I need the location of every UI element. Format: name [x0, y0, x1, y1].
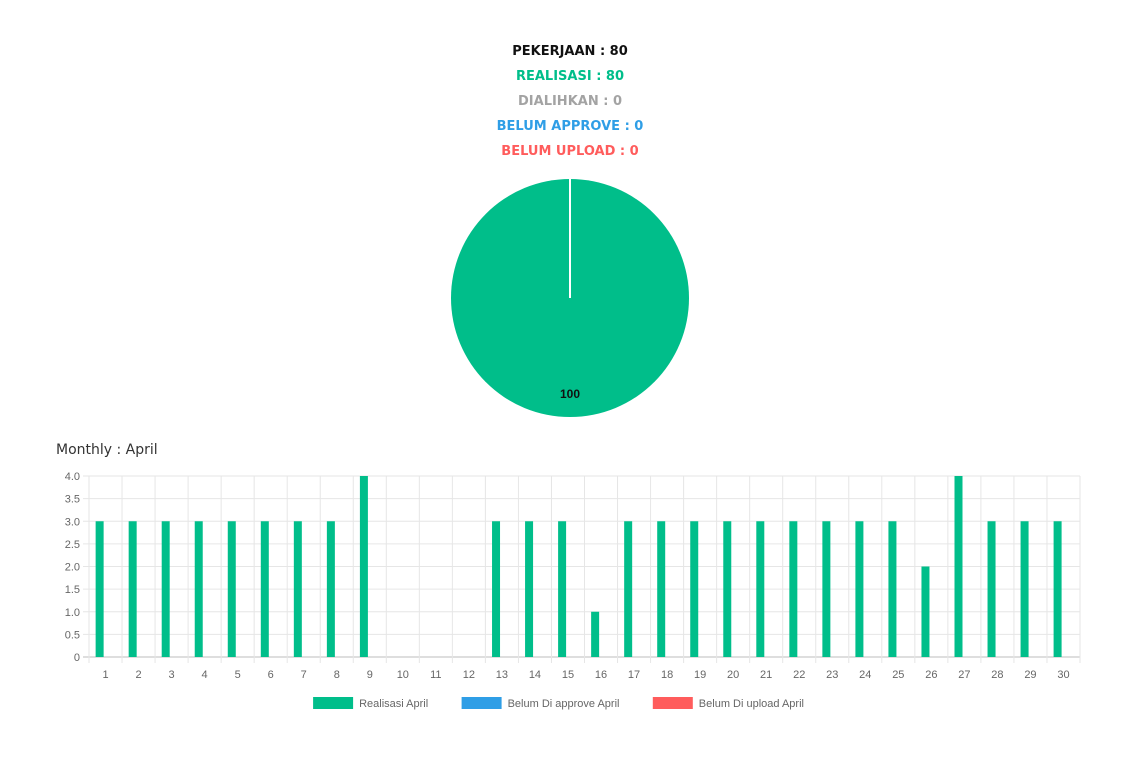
- bar-realisasi-april-23[interactable]: [822, 521, 831, 657]
- pie-chart: 100: [451, 179, 689, 417]
- bar-realisasi-april-3[interactable]: [161, 521, 170, 657]
- x-tick-label: 12: [463, 669, 475, 681]
- x-tick-label: 16: [595, 669, 607, 681]
- bar-realisasi-april-29[interactable]: [1020, 521, 1029, 657]
- y-tick-label: 3.0: [65, 516, 80, 528]
- bar-realisasi-april-21[interactable]: [756, 521, 765, 657]
- legend-label: Belum Di upload April: [699, 698, 804, 710]
- realisasi-count: REALISASI : 80: [515, 69, 625, 84]
- y-tick-label: 2.5: [65, 539, 80, 551]
- y-tick-label: 3.5: [65, 494, 80, 506]
- x-tick-label: 4: [202, 669, 208, 681]
- y-tick-label: 1.0: [65, 607, 80, 619]
- x-tick-label: 1: [102, 669, 108, 681]
- bar-realisasi-april-18[interactable]: [657, 521, 666, 657]
- legend-swatch: [313, 697, 354, 709]
- bar-realisasi-april-1[interactable]: [95, 521, 104, 657]
- legend-swatch: [461, 697, 502, 709]
- bar-realisasi-april-28[interactable]: [987, 521, 996, 657]
- bar-chart-container: 4.0 3.5 3.0 2.5 2.0 1.5 1.0 0.5 0 1 2 3 4 5 6 7 8 9 10 11 12…: [0, 460, 1140, 725]
- bar-realisasi-april-5[interactable]: [227, 521, 236, 657]
- x-tick-label: 22: [793, 669, 805, 681]
- legend-label: Belum Di approve April: [508, 698, 620, 710]
- x-tick-label: 7: [301, 669, 307, 681]
- x-tick-label: 9: [367, 669, 373, 681]
- bar-realisasi-april-4[interactable]: [194, 521, 203, 657]
- bar-realisasi-april-14[interactable]: [525, 521, 534, 657]
- x-tick-label: 28: [991, 669, 1003, 681]
- bar-realisasi-april-2[interactable]: [128, 521, 137, 657]
- x-tick-label: 20: [727, 669, 739, 681]
- x-tick-label: 14: [529, 669, 541, 681]
- x-tick-label: 15: [562, 669, 574, 681]
- belum-upload-count: BELUM UPLOAD : 0: [501, 144, 639, 159]
- x-tick-label: 11: [430, 669, 441, 681]
- bar-realisasi-april-9[interactable]: [359, 476, 368, 657]
- x-tick-label: 24: [859, 669, 871, 681]
- legend-swatch: [652, 697, 693, 709]
- y-tick-label: 0.5: [65, 629, 80, 641]
- y-tick-label: 1.5: [65, 584, 80, 596]
- bar-realisasi-april-22[interactable]: [789, 521, 798, 657]
- bar-realisasi-april-16[interactable]: [591, 611, 600, 657]
- x-tick-label: 5: [235, 669, 241, 681]
- legend-item-realisasi-april[interactable]: Realisasi April: [313, 697, 428, 710]
- legend-item-belum-di-approve-april[interactable]: Belum Di approve April: [461, 697, 620, 710]
- x-tick-label: 23: [826, 669, 838, 681]
- x-tick-label: 18: [661, 669, 673, 681]
- bar-realisasi-april-27[interactable]: [954, 476, 963, 657]
- x-tick-label: 2: [135, 669, 141, 681]
- x-tick-label: 26: [925, 669, 937, 681]
- x-tick-label: 6: [268, 669, 274, 681]
- x-tick-label: 17: [628, 669, 640, 681]
- x-tick-label: 30: [1057, 669, 1069, 681]
- bar-realisasi-april-25[interactable]: [888, 521, 897, 657]
- pie-chart-container: 100: [0, 170, 1140, 425]
- x-tick-label: 21: [760, 669, 772, 681]
- bar-realisasi-april-17[interactable]: [624, 521, 633, 657]
- bar-realisasi-april-20[interactable]: [723, 521, 732, 657]
- bar-realisasi-april-24[interactable]: [855, 521, 864, 657]
- bar-realisasi-april-30[interactable]: [1053, 521, 1062, 657]
- legend-item-belum-di-upload-april[interactable]: Belum Di upload April: [652, 697, 804, 710]
- pie-data-label: 100: [560, 387, 580, 401]
- x-tick-label: 19: [694, 669, 706, 681]
- y-tick-label: 0: [74, 652, 80, 664]
- bar-realisasi-april-7[interactable]: [293, 521, 302, 657]
- bar-realisasi-april-26[interactable]: [921, 566, 930, 658]
- bar-realisasi-april-13[interactable]: [492, 521, 501, 657]
- x-tick-label: 27: [958, 669, 970, 681]
- bar-realisasi-april-15[interactable]: [558, 521, 567, 657]
- bar-realisasi-april-6[interactable]: [260, 521, 269, 657]
- bar-realisasi-april-8[interactable]: [326, 521, 335, 657]
- summary-panel: PEKERJAAN : 80 REALISASI : 80 DIALIHKAN …: [0, 42, 1140, 167]
- y-tick-label: 2.0: [65, 562, 80, 574]
- legend: Realisasi April Belum Di approve April Bel…: [313, 697, 804, 710]
- pekerjaan-count: PEKERJAAN : 80: [512, 44, 628, 59]
- belum-approve-count: BELUM APPROVE : 0: [496, 119, 644, 134]
- y-tick-label: 4.0: [65, 471, 80, 483]
- x-tick-label: 25: [892, 669, 904, 681]
- bar-realisasi-april-19[interactable]: [690, 521, 699, 657]
- bar-chart: 4.03.53.02.52.01.51.00.501 2 3 4 5 6 7 8 9 10 11 12…: [65, 471, 1081, 710]
- monthly-title: Monthly : April: [56, 442, 158, 458]
- x-tick-label: 13: [496, 669, 508, 681]
- x-tick-label: 8: [334, 669, 340, 681]
- legend-label: Realisasi April: [359, 698, 428, 710]
- x-tick-label: 29: [1024, 669, 1036, 681]
- x-tick-label: 10: [397, 669, 409, 681]
- x-tick-label: 3: [169, 669, 175, 681]
- dialihkan-count: DIALIHKAN : 0: [518, 94, 622, 109]
